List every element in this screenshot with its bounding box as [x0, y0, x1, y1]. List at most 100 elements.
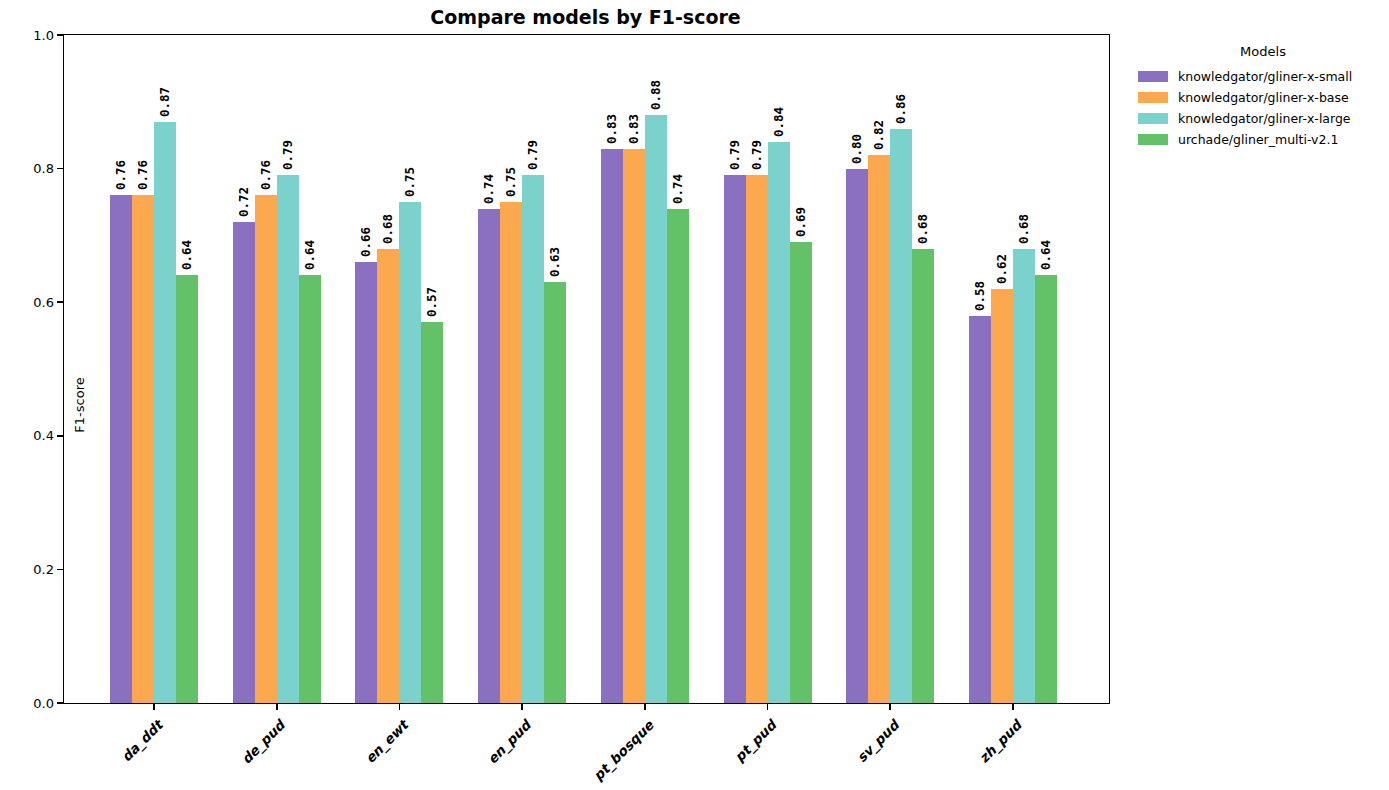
x-tick-label: sv_pud — [853, 717, 901, 765]
bar: 0.79 — [277, 175, 299, 703]
bar: 0.79 — [746, 175, 768, 703]
x-tick-mark — [521, 703, 523, 710]
bar-value-label: 0.87 — [158, 85, 172, 119]
y-tick-label: 0.0 — [10, 696, 54, 711]
bar: 0.82 — [868, 155, 890, 703]
bar: 0.57 — [421, 322, 443, 703]
x-tick-label: pt_pud — [731, 717, 779, 765]
bar: 0.79 — [724, 175, 746, 703]
legend-label: urchade/gliner_multi-v2.1 — [1178, 132, 1338, 147]
bar-value-label: 0.80 — [850, 132, 864, 166]
bar: 0.68 — [377, 249, 399, 703]
bar: 0.68 — [1013, 249, 1035, 703]
x-tick-mark — [644, 703, 646, 710]
bar: 0.84 — [768, 142, 790, 703]
bar-value-label: 0.76 — [259, 158, 273, 192]
bar-value-label: 0.62 — [995, 252, 1009, 286]
bar: 0.64 — [299, 275, 321, 703]
bar-value-label: 0.74 — [671, 172, 685, 206]
y-tick-label: 0.4 — [10, 428, 54, 443]
bar-value-label: 0.84 — [772, 105, 786, 139]
bar: 0.62 — [991, 289, 1013, 703]
legend-item: knowledgator/gliner-x-small — [1138, 66, 1388, 87]
bar: 0.75 — [399, 202, 421, 703]
bar: 0.64 — [1035, 275, 1057, 703]
plot-area: F1-score 0.00.20.40.60.81.0 da_ddtde_pud… — [63, 34, 1110, 704]
bar-value-label: 0.63 — [548, 245, 562, 279]
bar-value-label: 0.75 — [504, 165, 518, 199]
figure: Compare models by F1-score F1-score 0.00… — [0, 0, 1389, 790]
bar-value-label: 0.86 — [894, 92, 908, 126]
y-tick-label: 0.2 — [10, 562, 54, 577]
bar: 0.69 — [790, 242, 812, 703]
legend-label: knowledgator/gliner-x-small — [1178, 69, 1352, 84]
bar: 0.83 — [623, 149, 645, 703]
legend-swatch — [1138, 71, 1168, 82]
x-tick-label: de_pud — [238, 717, 288, 767]
bar-value-label: 0.68 — [1017, 212, 1031, 246]
bar-value-label: 0.76 — [136, 158, 150, 192]
bar: 0.58 — [969, 316, 991, 703]
bar: 0.74 — [478, 209, 500, 703]
bar: 0.63 — [544, 282, 566, 703]
y-tick-mark — [57, 702, 64, 704]
bar: 0.68 — [912, 249, 934, 703]
x-tick-label: en_ewt — [362, 717, 411, 766]
bar-value-label: 0.83 — [627, 112, 641, 146]
x-tick-mark — [276, 703, 278, 710]
y-tick-mark — [57, 569, 64, 571]
x-tick-label: da_ddt — [118, 717, 166, 765]
legend-swatch — [1138, 113, 1168, 124]
bar-value-label: 0.79 — [281, 138, 295, 172]
x-tick-label: zh_pud — [975, 717, 1024, 766]
y-tick-label: 0.8 — [10, 161, 54, 176]
bar: 0.76 — [255, 195, 277, 703]
y-tick-mark — [57, 301, 64, 303]
bar-value-label: 0.69 — [794, 205, 808, 239]
bar-value-label: 0.76 — [114, 158, 128, 192]
bar: 0.74 — [667, 209, 689, 703]
bar-value-label: 0.58 — [973, 279, 987, 313]
y-tick-label: 0.6 — [10, 295, 54, 310]
legend-title: Models — [1138, 44, 1388, 59]
bar-value-label: 0.68 — [916, 212, 930, 246]
bar: 0.76 — [110, 195, 132, 703]
bar: 0.76 — [132, 195, 154, 703]
legend-label: knowledgator/gliner-x-large — [1178, 111, 1351, 126]
x-tick-label: en_pud — [484, 717, 534, 767]
bar-value-label: 0.66 — [359, 225, 373, 259]
bar: 0.87 — [154, 122, 176, 703]
bar-value-label: 0.82 — [872, 118, 886, 152]
bar-value-label: 0.64 — [180, 238, 194, 272]
bar-value-label: 0.74 — [482, 172, 496, 206]
y-tick-label: 1.0 — [10, 28, 54, 43]
legend-label: knowledgator/gliner-x-base — [1178, 90, 1349, 105]
y-tick-mark — [57, 168, 64, 170]
legend-items: knowledgator/gliner-x-small knowledgator/… — [1138, 66, 1388, 150]
bar-value-label: 0.64 — [1039, 238, 1053, 272]
bar: 0.64 — [176, 275, 198, 703]
bar: 0.66 — [355, 262, 377, 703]
bar-value-label: 0.79 — [526, 138, 540, 172]
bar-value-label: 0.88 — [649, 78, 663, 112]
bar-value-label: 0.79 — [750, 138, 764, 172]
bar: 0.83 — [601, 149, 623, 703]
bar: 0.75 — [500, 202, 522, 703]
x-tick-mark — [1012, 703, 1014, 710]
x-tick-mark — [399, 703, 401, 710]
chart-title: Compare models by F1-score — [63, 6, 1108, 28]
legend-swatch — [1138, 134, 1168, 145]
bar: 0.88 — [645, 115, 667, 703]
legend-swatch — [1138, 92, 1168, 103]
legend-item: knowledgator/gliner-x-base — [1138, 87, 1388, 108]
x-tick-mark — [889, 703, 891, 710]
y-tick-mark — [57, 34, 64, 36]
bar: 0.80 — [846, 169, 868, 703]
y-axis-label: F1-score — [73, 375, 87, 435]
bar-value-label: 0.57 — [425, 285, 439, 319]
legend-item: urchade/gliner_multi-v2.1 — [1138, 129, 1388, 150]
bar-value-label: 0.68 — [381, 212, 395, 246]
bar-value-label: 0.75 — [403, 165, 417, 199]
legend-item: knowledgator/gliner-x-large — [1138, 108, 1388, 129]
bar: 0.79 — [522, 175, 544, 703]
